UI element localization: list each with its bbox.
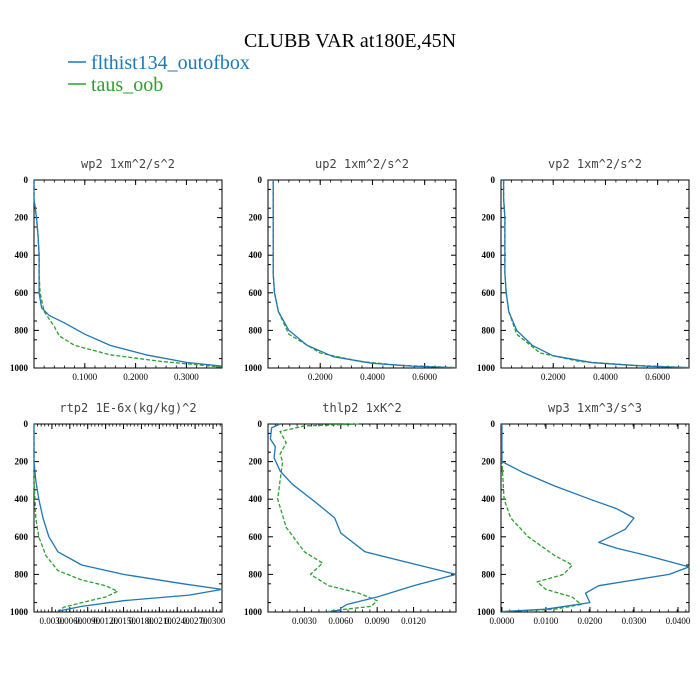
x-tick-label: 0.0240	[165, 616, 190, 626]
y-tick-label: 0	[258, 419, 263, 429]
panel-5: thlp2 1xK^2 0 200 400 600 800 1000 0.0030 0.0060…	[244, 401, 457, 626]
panel-title: wp2 1xm^2/s^2	[81, 157, 175, 171]
y-tick-label: 200	[15, 457, 29, 467]
plot-frame	[267, 423, 457, 613]
panel-title: rtp2 1E-6x(kg/kg)^2	[59, 401, 196, 415]
y-tick-label: 600	[249, 532, 263, 542]
y-tick-label: 600	[15, 532, 29, 542]
x-tick-label: 0.0150	[111, 616, 136, 626]
y-tick-label: 1000	[10, 363, 29, 373]
y-tick-label: 800	[15, 325, 29, 335]
x-tick-label: 0.4000	[360, 372, 385, 382]
y-tick-label: 200	[482, 457, 496, 467]
series-line-flthist134_outofbox	[272, 180, 457, 369]
panel-title: up2 1xm^2/s^2	[315, 157, 409, 171]
x-tick-label: 0.0120	[93, 616, 118, 626]
plot-frame	[500, 179, 690, 369]
x-tick-label: 0.0200	[578, 616, 603, 626]
y-tick-label: 1000	[244, 607, 263, 617]
x-tick-label: 0.0030	[40, 616, 65, 626]
panel-title: vp2 1xm^2/s^2	[548, 157, 642, 171]
y-tick-label: 400	[482, 494, 496, 504]
y-tick-label: 800	[482, 325, 496, 335]
x-tick-label: 0.0100	[534, 616, 559, 626]
plot-frame	[500, 423, 690, 613]
series-line-flthist134_outofbox	[33, 180, 223, 367]
x-tick-label: 0.6000	[645, 372, 670, 382]
plot-frame	[33, 179, 223, 369]
y-tick-label: 1000	[477, 607, 496, 617]
x-tick-label: 0.0120	[401, 616, 426, 626]
y-tick-label: 400	[249, 494, 263, 504]
plot-frame	[33, 423, 223, 613]
panel-3: vp2 1xm^2/s^2 0 200 400 600 800 1000 0.2000 0.40…	[477, 157, 690, 382]
series-line-taus_oob	[33, 424, 119, 612]
y-tick-label: 800	[249, 325, 263, 335]
x-tick-label: 0.6000	[412, 372, 437, 382]
y-tick-label: 200	[482, 213, 496, 223]
x-tick-label: 0.0210	[147, 616, 172, 626]
y-tick-label: 800	[15, 569, 29, 579]
x-tick-label: 0.2000	[541, 372, 566, 382]
series-line-taus_oob	[501, 424, 582, 613]
panels-grid: wp2 1xm^2/s^2 0 200 400 600 800 1000 0.1000 0.20…	[10, 157, 691, 626]
panel-2: up2 1xm^2/s^2 0 200 400 600 800 1000 0.2000 0.40…	[244, 157, 457, 382]
y-tick-label: 400	[482, 250, 496, 260]
legend: flthist134_outofbox taus_oob	[68, 52, 250, 96]
x-tick-label: 0.0400	[666, 616, 691, 626]
y-tick-label: 0	[24, 419, 29, 429]
x-tick-label: 0.0060	[328, 616, 353, 626]
figure-title: CLUBB VAR at180E,45N	[244, 30, 456, 52]
y-tick-label: 1000	[244, 363, 263, 373]
x-tick-label: 0.0090	[365, 616, 390, 626]
y-tick-label: 0	[491, 419, 496, 429]
series-line-flthist134_outofbox	[33, 424, 223, 612]
y-tick-label: 200	[249, 213, 263, 223]
x-tick-label: 0.0060	[57, 616, 82, 626]
panel-4: rtp2 1E-6x(kg/kg)^2 0 200 400 600 800 1000 0.00…	[10, 401, 226, 626]
series-line-flthist134_outofbox	[502, 180, 690, 369]
y-tick-label: 600	[249, 288, 263, 298]
series-line-taus_oob	[277, 423, 378, 612]
y-tick-label: 1000	[477, 363, 496, 373]
x-tick-label: 0.2000	[308, 372, 333, 382]
y-tick-label: 600	[15, 288, 29, 298]
y-tick-label: 600	[482, 532, 496, 542]
x-tick-label: 0.0300	[201, 616, 226, 626]
x-tick-label: 0.0000	[490, 616, 515, 626]
y-tick-label: 0	[258, 175, 263, 185]
x-tick-label: 0.0090	[75, 616, 100, 626]
y-tick-label: 0	[24, 175, 29, 185]
x-tick-label: 0.0030	[292, 616, 317, 626]
x-tick-label: 0.4000	[593, 372, 618, 382]
y-tick-label: 600	[482, 288, 496, 298]
panel-title: wp3 1xm^3/s^3	[548, 401, 642, 415]
x-tick-label: 0.0180	[129, 616, 154, 626]
series-line-flthist134_outofbox	[501, 424, 690, 613]
y-tick-label: 1000	[10, 607, 29, 617]
y-tick-label: 200	[15, 213, 29, 223]
y-tick-label: 800	[249, 569, 263, 579]
panel-title: thlp2 1xK^2	[322, 401, 401, 415]
x-tick-label: 0.0270	[183, 616, 208, 626]
y-tick-label: 0	[491, 175, 496, 185]
x-tick-label: 0.2000	[123, 372, 148, 382]
series-line-taus_oob	[502, 180, 690, 369]
y-tick-label: 400	[15, 494, 29, 504]
x-tick-label: 0.1000	[72, 372, 97, 382]
plot-frame	[267, 179, 457, 369]
x-tick-label: 0.3000	[174, 372, 199, 382]
x-tick-label: 0.0300	[622, 616, 647, 626]
y-tick-label: 800	[482, 569, 496, 579]
panel-1: wp2 1xm^2/s^2 0 200 400 600 800 1000 0.1000 0.20…	[10, 157, 223, 382]
y-tick-label: 400	[15, 250, 29, 260]
y-tick-label: 200	[249, 457, 263, 467]
series-line-flthist134_outofbox	[269, 423, 457, 613]
legend-label-series-2: taus_oob	[91, 74, 163, 96]
series-line-taus_oob	[33, 180, 223, 368]
legend-label-series-1: flthist134_outofbox	[91, 52, 250, 74]
y-tick-label: 400	[249, 250, 263, 260]
